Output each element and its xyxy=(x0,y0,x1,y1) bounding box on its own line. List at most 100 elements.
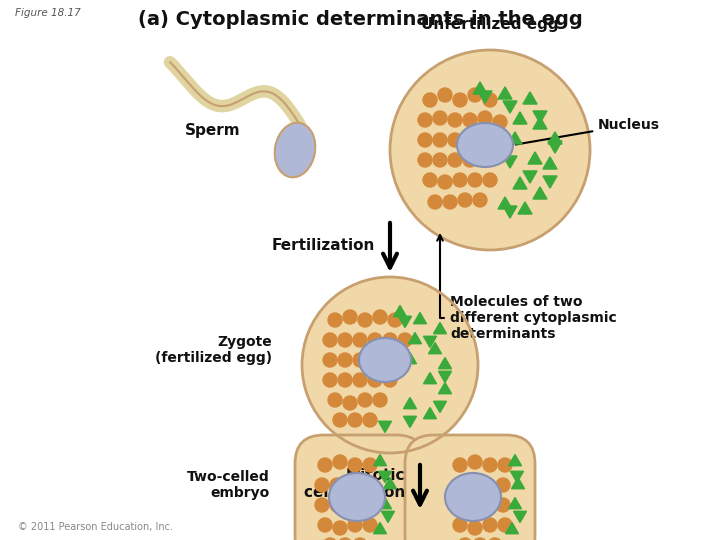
Circle shape xyxy=(481,498,495,512)
Text: (a) Cytoplasmic determinants in the egg: (a) Cytoplasmic determinants in the egg xyxy=(138,10,582,29)
Circle shape xyxy=(493,115,507,129)
Circle shape xyxy=(418,113,432,127)
Circle shape xyxy=(428,195,442,209)
Circle shape xyxy=(383,373,397,387)
Polygon shape xyxy=(374,455,387,465)
Text: Unfertilized egg: Unfertilized egg xyxy=(421,17,559,32)
Circle shape xyxy=(323,538,337,540)
Circle shape xyxy=(338,353,352,367)
Polygon shape xyxy=(505,523,518,534)
Polygon shape xyxy=(473,82,487,94)
Circle shape xyxy=(330,498,344,512)
Circle shape xyxy=(463,133,477,147)
Circle shape xyxy=(323,373,337,387)
Circle shape xyxy=(353,373,367,387)
Polygon shape xyxy=(384,477,397,489)
Circle shape xyxy=(323,333,337,347)
Circle shape xyxy=(363,458,377,472)
Polygon shape xyxy=(438,357,451,369)
Ellipse shape xyxy=(445,473,501,521)
Circle shape xyxy=(368,333,382,347)
Polygon shape xyxy=(394,306,407,317)
Polygon shape xyxy=(523,92,537,104)
Polygon shape xyxy=(533,111,547,123)
Circle shape xyxy=(448,133,462,147)
Circle shape xyxy=(493,133,507,147)
Polygon shape xyxy=(533,117,547,129)
Circle shape xyxy=(473,193,487,207)
Circle shape xyxy=(473,538,487,540)
Polygon shape xyxy=(403,397,416,409)
Circle shape xyxy=(418,153,432,167)
Circle shape xyxy=(481,478,495,492)
Polygon shape xyxy=(423,336,436,348)
Circle shape xyxy=(463,113,477,127)
Circle shape xyxy=(373,310,387,324)
Ellipse shape xyxy=(329,473,385,521)
Circle shape xyxy=(323,353,337,367)
Circle shape xyxy=(496,498,510,512)
Circle shape xyxy=(348,458,362,472)
Ellipse shape xyxy=(302,277,478,453)
Circle shape xyxy=(466,498,480,512)
Text: Two-celled
embryo: Two-celled embryo xyxy=(187,470,270,500)
Circle shape xyxy=(315,478,329,492)
Circle shape xyxy=(468,455,482,469)
Polygon shape xyxy=(478,91,492,103)
Circle shape xyxy=(451,478,465,492)
Polygon shape xyxy=(379,421,392,433)
Circle shape xyxy=(433,133,447,147)
Polygon shape xyxy=(379,497,392,509)
Circle shape xyxy=(458,193,472,207)
Polygon shape xyxy=(423,408,436,418)
Circle shape xyxy=(466,478,480,492)
Circle shape xyxy=(363,518,377,532)
Circle shape xyxy=(328,313,342,327)
Ellipse shape xyxy=(390,50,590,250)
Text: Zygote
(fertilized egg): Zygote (fertilized egg) xyxy=(155,335,272,365)
Text: Mitotic
cell division: Mitotic cell division xyxy=(304,468,405,500)
Circle shape xyxy=(483,518,497,532)
Circle shape xyxy=(483,173,497,187)
Ellipse shape xyxy=(359,338,411,382)
Circle shape xyxy=(338,538,352,540)
Polygon shape xyxy=(379,471,392,483)
Circle shape xyxy=(383,333,397,347)
Text: Molecules of two
different cytoplasmic
determinants: Molecules of two different cytoplasmic d… xyxy=(437,235,617,341)
Circle shape xyxy=(333,413,347,427)
Polygon shape xyxy=(543,176,557,188)
Circle shape xyxy=(453,93,467,107)
Circle shape xyxy=(333,455,347,469)
Circle shape xyxy=(345,478,359,492)
Polygon shape xyxy=(398,316,412,327)
Circle shape xyxy=(353,353,367,367)
Polygon shape xyxy=(403,353,416,364)
Circle shape xyxy=(318,458,332,472)
Polygon shape xyxy=(513,177,527,189)
Polygon shape xyxy=(508,497,521,509)
Circle shape xyxy=(338,333,352,347)
Text: Nucleus: Nucleus xyxy=(516,118,660,145)
Polygon shape xyxy=(403,416,416,428)
Circle shape xyxy=(458,538,472,540)
Polygon shape xyxy=(413,313,426,324)
Circle shape xyxy=(343,310,357,324)
Circle shape xyxy=(343,396,357,410)
Circle shape xyxy=(330,478,344,492)
Ellipse shape xyxy=(457,123,513,167)
Circle shape xyxy=(368,353,382,367)
Circle shape xyxy=(498,458,512,472)
Polygon shape xyxy=(382,511,395,523)
Circle shape xyxy=(353,333,367,347)
Circle shape xyxy=(333,521,347,535)
Circle shape xyxy=(423,173,437,187)
Circle shape xyxy=(463,153,477,167)
Polygon shape xyxy=(498,87,512,99)
Polygon shape xyxy=(510,471,523,483)
Circle shape xyxy=(468,173,482,187)
Circle shape xyxy=(360,478,374,492)
Circle shape xyxy=(496,478,510,492)
Circle shape xyxy=(418,133,432,147)
Polygon shape xyxy=(503,101,517,113)
Polygon shape xyxy=(511,477,524,489)
